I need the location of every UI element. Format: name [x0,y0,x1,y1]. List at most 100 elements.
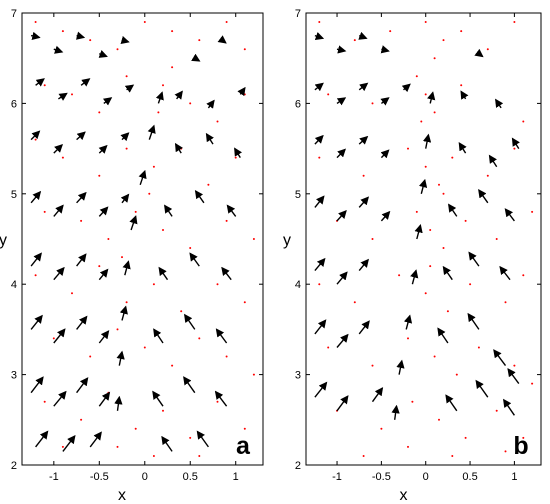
data-point [442,247,445,249]
data-point [411,400,414,403]
data-point [134,210,137,213]
vector-arrow [418,178,428,194]
data-point [71,292,73,295]
data-point [495,238,498,240]
vector-arrow [237,86,246,97]
data-point [504,301,507,304]
vector-arrow [30,314,43,330]
data-point [460,30,463,33]
vector-arrow [474,48,484,58]
data-point [433,111,436,114]
data-point [225,355,228,358]
vector-arrow [217,35,227,44]
vector-arrow [53,390,67,407]
data-point [225,219,228,222]
data-point [424,165,427,168]
panel-label: a [236,432,251,460]
vector-arrow [380,210,391,222]
vector-arrow [53,45,64,54]
x-tick-label: 0.5 [183,471,198,483]
vector-arrow [488,154,498,168]
vector-arrow [445,394,458,412]
vector-arrow [153,328,164,344]
vector-arrow [358,82,369,92]
vector-arrow [98,268,109,281]
data-point [407,337,409,340]
vector-arrow [403,314,413,330]
panel-b: -1 -0.5 0 0.5 1 2 3 4 5 6 7 x y b [283,8,542,504]
data-point [442,39,445,42]
vector-arrow [358,31,368,40]
data-point [429,265,432,268]
vector-arrow [183,376,196,394]
vector-arrow [76,253,87,267]
vector-arrow [414,224,423,240]
plot-frame [305,12,542,466]
data-point [446,310,449,313]
data-point [34,21,37,23]
vector-arrow [458,142,467,154]
data-point [486,48,489,51]
vector-arrow [475,379,489,398]
vector-arrow [358,320,370,335]
data-point [327,346,330,349]
y-axis-label: y [0,232,7,249]
data-point [407,147,409,150]
vector-arrow [76,377,89,394]
data-point [398,274,401,277]
data-point [464,219,467,222]
data-point [531,382,534,385]
vector-arrow [35,78,45,87]
vector-arrow [336,209,347,222]
data-point [171,364,174,367]
vector-arrow [53,204,64,217]
y-tick-label: 5 [11,189,17,201]
vector-arrow [35,430,49,448]
data-point [353,301,356,304]
data-point [98,174,101,177]
data-point [252,373,255,376]
vector-arrow [336,148,346,159]
vector-arrow [507,368,520,385]
y-tick-label: 4 [295,279,301,291]
data-point [98,265,101,268]
vector-arrow [191,53,201,62]
data-point [125,75,128,78]
data-point [451,455,454,457]
vector-arrow [124,84,135,93]
vector-arrow [53,328,66,344]
vector-arrow [89,431,102,448]
vector-arrow [314,82,324,92]
vector-arrow [62,434,76,452]
vector-arrow [371,387,384,403]
data-point [89,39,92,42]
vector-arrow [174,90,183,100]
data-point [522,120,525,123]
data-point [162,84,164,87]
vector-arrow [336,333,349,348]
data-point [455,373,458,376]
data-point [198,39,201,42]
data-point [513,364,516,367]
vector-arrow [98,391,111,407]
vector-arrow [119,305,128,321]
data-point [495,409,498,412]
vector-arrow [467,312,480,330]
data-point [243,301,246,304]
vector-arrow [336,97,347,106]
vector-arrow [120,132,130,142]
vector-arrow [194,189,205,204]
x-tick-label: 0.5 [462,471,477,483]
x-tick-label: -1 [49,471,59,483]
data-point [61,156,64,159]
vector-arrow [102,97,113,106]
data-point [116,328,119,331]
data-point [43,84,46,87]
data-point [80,418,83,421]
vector-arrow [120,193,130,204]
data-point [207,183,210,186]
x-axis-label: x [118,487,126,504]
vector-arrow [460,90,469,100]
vector-arrow [98,144,108,154]
